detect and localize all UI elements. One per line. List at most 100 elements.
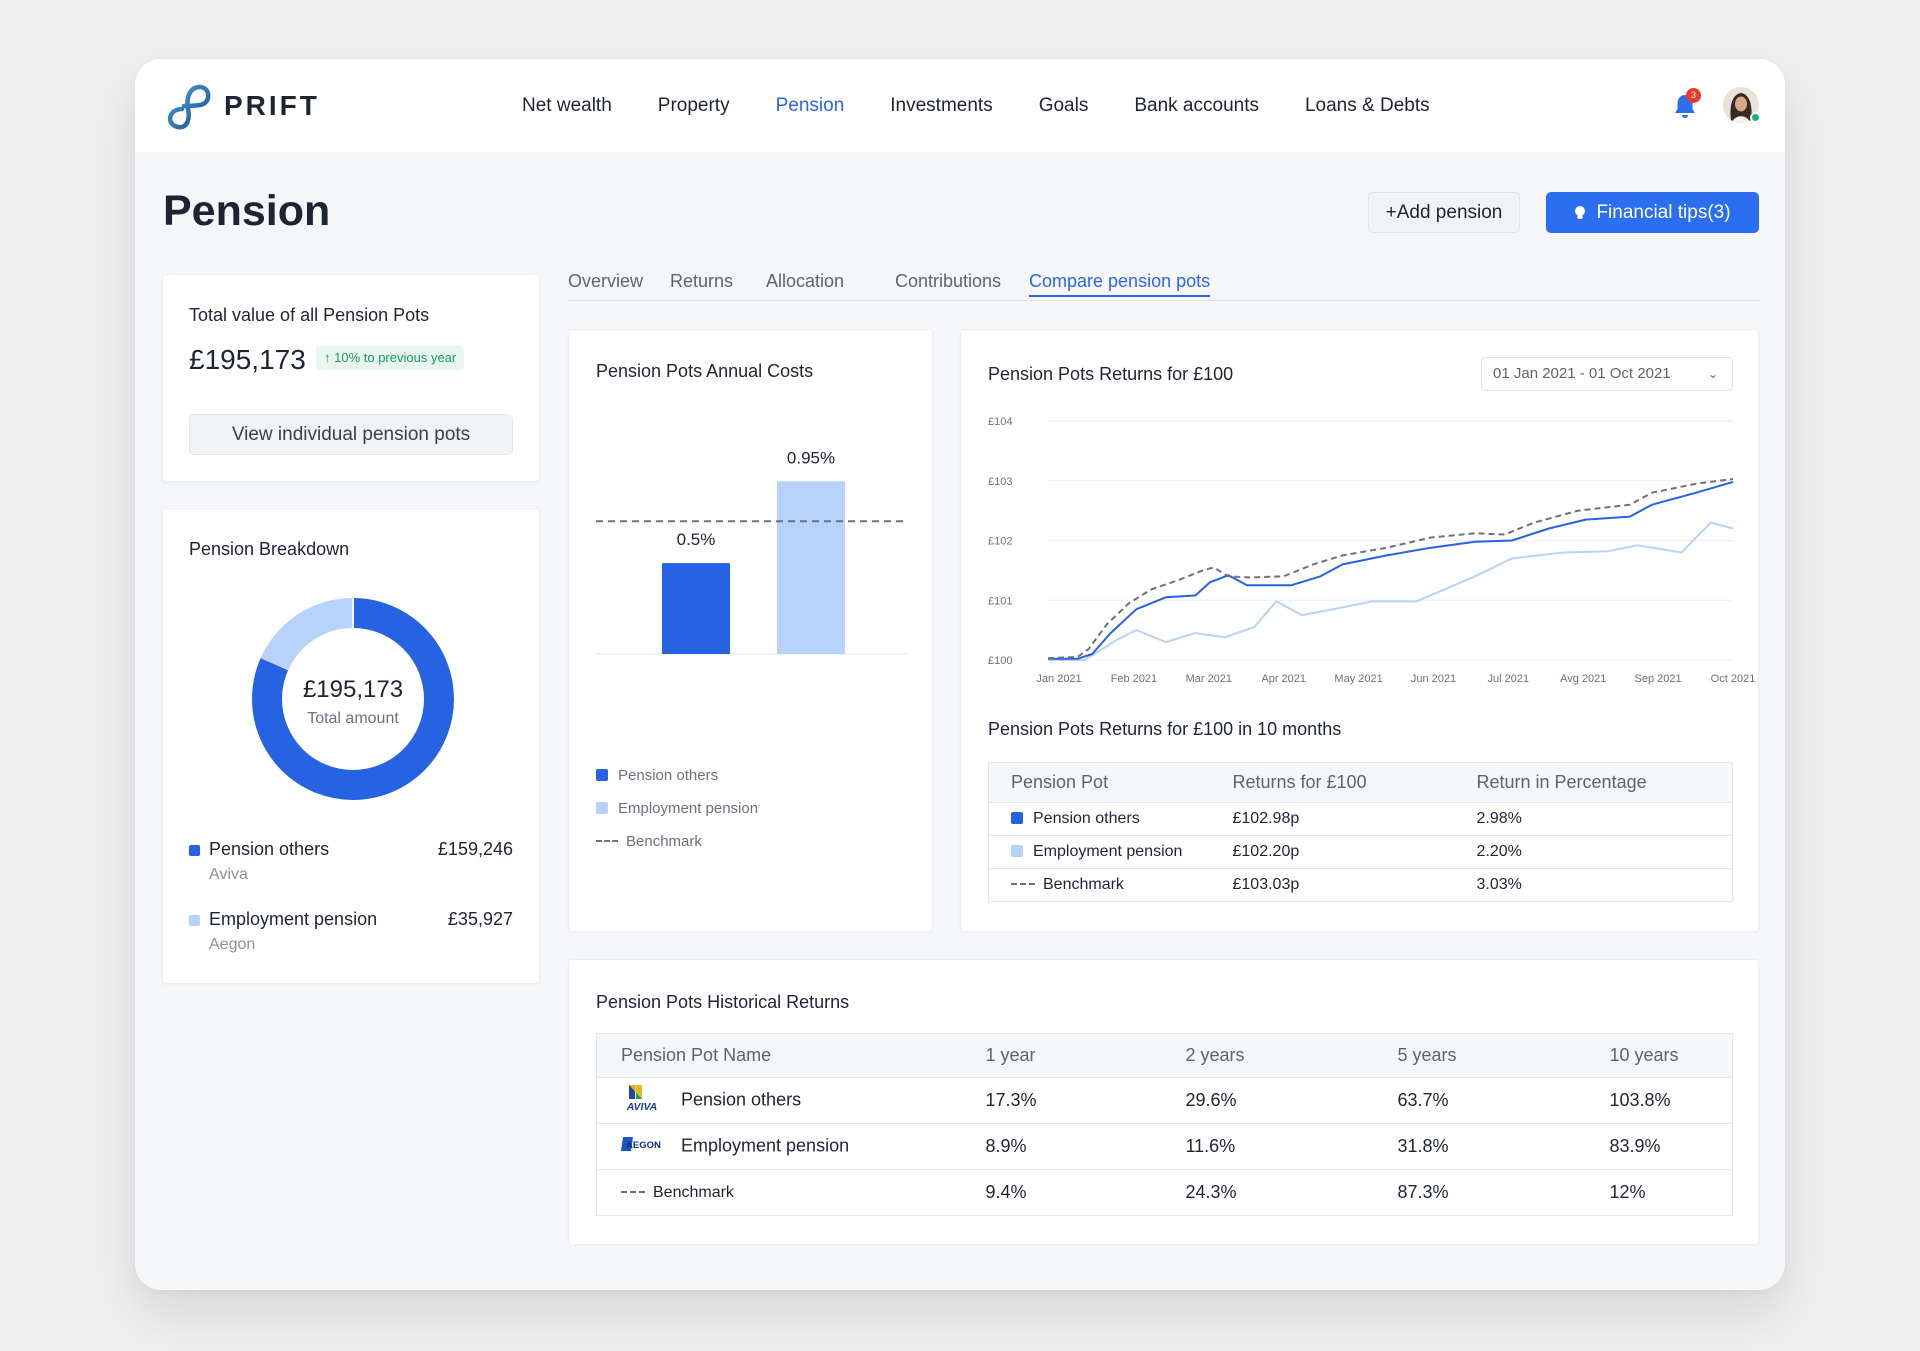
returns-table-title: Pension Pots Returns for £100 in 10 mont… bbox=[988, 719, 1342, 739]
nav-bank-accounts[interactable]: Bank accounts bbox=[1134, 94, 1259, 116]
financial-tips-button[interactable]: Financial tips(3) bbox=[1546, 192, 1759, 233]
legend-dash bbox=[621, 1190, 645, 1193]
aviva-logo-icon: AVIVA bbox=[626, 1085, 658, 1113]
year-5-cell: 63.7% bbox=[1397, 1077, 1610, 1124]
tab-contributions[interactable]: Contributions bbox=[895, 271, 1002, 291]
year-5-cell: 31.8% bbox=[1397, 1123, 1610, 1170]
series-line-benchmark bbox=[1047, 478, 1734, 660]
year-2-cell: 24.3% bbox=[1185, 1182, 1237, 1202]
year-5-cell: 87.3% bbox=[1397, 1182, 1449, 1202]
tab-allocation[interactable]: Allocation bbox=[766, 271, 845, 291]
table-row: Benchmark 9.4% 24.3% 87.3% 12% bbox=[597, 1170, 1733, 1216]
app-window: PRIFT Net wealth Property Pension Invest… bbox=[135, 59, 1785, 1290]
legend-swatch bbox=[189, 845, 200, 856]
column-header: Pension Pot bbox=[988, 762, 1233, 803]
breakdown-title: Pension Breakdown bbox=[189, 539, 350, 559]
legend-swatch bbox=[1011, 812, 1023, 824]
table-header-row: Pension Pot Name 1 year 2 years 5 years … bbox=[596, 1033, 1733, 1078]
legend-pension-others: Pension others bbox=[596, 767, 718, 784]
year-10-cell: 12% bbox=[1609, 1182, 1646, 1202]
pot-name: Pension others bbox=[1033, 810, 1140, 827]
legend-amount: £35,927 bbox=[447, 909, 513, 929]
pot-name-cell: AEGON Employment pension bbox=[596, 1123, 986, 1170]
date-range-select[interactable]: 01 Jan 2021 - 01 Oct 2021 ⌄ bbox=[1481, 357, 1733, 391]
y-tick-label: £103 bbox=[988, 476, 1012, 488]
returns-line-chart: £100 £101 £102 £103 £104 Jan 2021 Feb 2021 Mar … bbox=[988, 416, 1755, 685]
aegon-logo-icon: AEGON bbox=[621, 1137, 661, 1151]
x-tick-label: Feb 2021 bbox=[1111, 673, 1157, 685]
pot-name-cell: Employment pension bbox=[988, 835, 1233, 869]
legend-swatch bbox=[189, 915, 200, 926]
y-tick-label: £101 bbox=[988, 595, 1012, 607]
percentage-cell: 2.98% bbox=[1476, 802, 1733, 836]
notification-badge: 3 bbox=[1686, 88, 1701, 103]
y-tick-label: £100 bbox=[988, 655, 1012, 667]
returns-card: Pension Pots Returns for £100 01 Jan 202… bbox=[960, 329, 1759, 932]
bar-value-label: 0.5% bbox=[677, 530, 716, 549]
nav-goals[interactable]: Goals bbox=[1038, 94, 1089, 116]
table-row: Pension others £102.98p 2.98% bbox=[988, 802, 1733, 836]
main-nav: Net wealth Property Pension Investments … bbox=[522, 59, 1476, 152]
financial-tips-label: Financial tips(3) bbox=[1596, 201, 1731, 223]
x-tick-label: May 2021 bbox=[1334, 673, 1382, 685]
y-tick-label: £104 bbox=[988, 416, 1012, 428]
year-2-cell: 29.6% bbox=[1185, 1077, 1398, 1124]
add-pension-button[interactable]: +Add pension bbox=[1368, 192, 1520, 233]
bar-employment-pension bbox=[777, 481, 845, 654]
historical-returns-card: Pension Pots Historical Returns Pension … bbox=[568, 959, 1759, 1245]
aviva-logo-text: AVIVA bbox=[626, 1101, 658, 1112]
legend-dash bbox=[1011, 883, 1035, 885]
table-row: Employment pension £102.20p 2.20% bbox=[988, 835, 1733, 869]
prift-logo-icon bbox=[168, 84, 211, 130]
legend-label: Benchmark bbox=[626, 833, 702, 850]
legend-amount: £159,246 bbox=[437, 839, 513, 859]
bar-value-label: 0.95% bbox=[787, 448, 835, 467]
top-navigation-bar: PRIFT Net wealth Property Pension Invest… bbox=[135, 59, 1785, 152]
column-header: Returns for £100 bbox=[1232, 762, 1477, 803]
nav-pension[interactable]: Pension bbox=[775, 94, 845, 116]
nav-loans-debts[interactable]: Loans & Debts bbox=[1304, 94, 1430, 116]
nav-investments[interactable]: Investments bbox=[890, 94, 993, 116]
tab-compare-pension-pots[interactable]: Compare pension pots bbox=[1029, 271, 1211, 297]
returns-cell: £103.03p bbox=[1232, 876, 1300, 893]
annual-costs-card: Pension Pots Annual Costs 0.5% 0.95% Pens… bbox=[568, 329, 933, 932]
returns-cell: £102.98p bbox=[1232, 802, 1477, 836]
change-badge: ↑ 10% to previous year bbox=[316, 346, 465, 370]
legend-provider: Aviva bbox=[209, 866, 248, 883]
avatar[interactable] bbox=[1723, 87, 1759, 123]
returns-title: Pension Pots Returns for £100 bbox=[988, 364, 1234, 384]
logo-text: PRIFT bbox=[224, 90, 320, 121]
x-tick-label: Mar 2021 bbox=[1186, 673, 1232, 685]
series-line-pension-others bbox=[1048, 480, 1734, 660]
pot-name: Pension others bbox=[681, 1089, 802, 1110]
legend-employment-pension: Employment pension bbox=[596, 800, 758, 817]
x-tick-label: Jul 2021 bbox=[1488, 673, 1530, 685]
pension-tabs: Overview Returns Allocation Contribution… bbox=[568, 271, 1759, 301]
view-pension-pots-button[interactable]: View individual pension pots bbox=[189, 414, 513, 455]
prift-logo[interactable]: PRIFT bbox=[160, 79, 320, 133]
tab-overview[interactable]: Overview bbox=[568, 271, 644, 291]
legend-swatch bbox=[1011, 845, 1023, 857]
nav-property[interactable]: Property bbox=[657, 94, 730, 116]
year-1-cell: 8.9% bbox=[985, 1123, 1186, 1170]
table-header-row: Pension Pot Returns for £100 Return in P… bbox=[988, 762, 1733, 803]
pot-name: Employment pension bbox=[681, 1135, 850, 1156]
legend-swatch bbox=[596, 802, 608, 814]
table-row: AVIVA Pension others 17.3% 29.6% 63.7% 1… bbox=[596, 1077, 1733, 1124]
total-value-title: Total value of all Pension Pots bbox=[189, 305, 430, 325]
pension-breakdown-card: Pension Breakdown £195,173 Total amount … bbox=[162, 508, 540, 984]
legend-dash bbox=[596, 840, 618, 842]
lightbulb-icon bbox=[1575, 205, 1586, 219]
legend-label: Employment pension bbox=[618, 800, 759, 817]
pot-name: Benchmark bbox=[1043, 876, 1124, 893]
nav-net-wealth[interactable]: Net wealth bbox=[522, 94, 612, 116]
online-status-dot bbox=[1750, 112, 1761, 123]
pot-name-cell: AVIVA Pension others bbox=[596, 1077, 986, 1124]
tab-returns[interactable]: Returns bbox=[670, 271, 734, 291]
returns-cell: £102.20p bbox=[1232, 835, 1477, 869]
aviva-logo: AVIVA bbox=[621, 1084, 663, 1117]
percentage-cell: 2.20% bbox=[1476, 835, 1733, 869]
donut-center-value: £195,173 bbox=[302, 676, 404, 703]
total-value-amount: £195,173 bbox=[189, 344, 306, 375]
column-header: 2 years bbox=[1185, 1033, 1398, 1078]
